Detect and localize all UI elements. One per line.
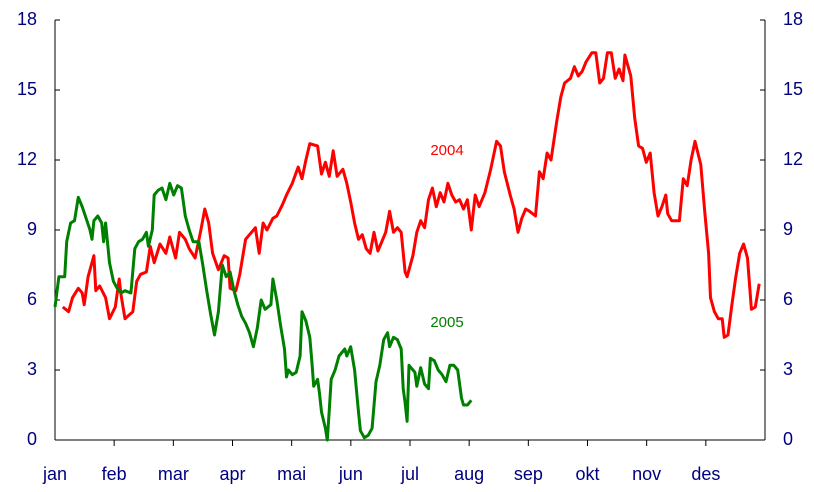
x-tick-label: sep: [514, 464, 543, 484]
y-tick-label: 12: [17, 149, 37, 169]
y2-tick-label: 0: [783, 429, 793, 449]
x-tick-label: feb: [102, 464, 127, 484]
line-series: [53, 181, 473, 442]
y-tick-label: 3: [27, 359, 37, 379]
x-tick-label: jun: [338, 464, 363, 484]
x-tick-label: mar: [158, 464, 189, 484]
y-tick-label: 0: [27, 429, 37, 449]
x-tick-label: aug: [454, 464, 484, 484]
y-tick-label: 6: [27, 289, 37, 309]
annotation: 2004: [430, 142, 463, 159]
y-tick-label: 9: [27, 219, 37, 239]
x-tick-label: apr: [219, 464, 245, 484]
y2-tick-label: 6: [783, 289, 793, 309]
x-tick-label: des: [691, 464, 720, 484]
x-tick-label: okt: [575, 464, 599, 484]
y2-tick-label: 18: [783, 9, 803, 29]
x-tick-label: jan: [42, 464, 67, 484]
y2-tick-label: 12: [783, 149, 803, 169]
y2-tick-label: 3: [783, 359, 793, 379]
x-tick-label: nov: [632, 464, 661, 484]
y-tick-label: 18: [17, 9, 37, 29]
x-tick-label: jul: [400, 464, 419, 484]
line-series: [61, 51, 761, 339]
x-tick-label: mai: [277, 464, 306, 484]
y-tick-label: 15: [17, 79, 37, 99]
annotation: 2005: [430, 314, 463, 331]
y2-tick-label: 9: [783, 219, 793, 239]
y2-tick-label: 15: [783, 79, 803, 99]
